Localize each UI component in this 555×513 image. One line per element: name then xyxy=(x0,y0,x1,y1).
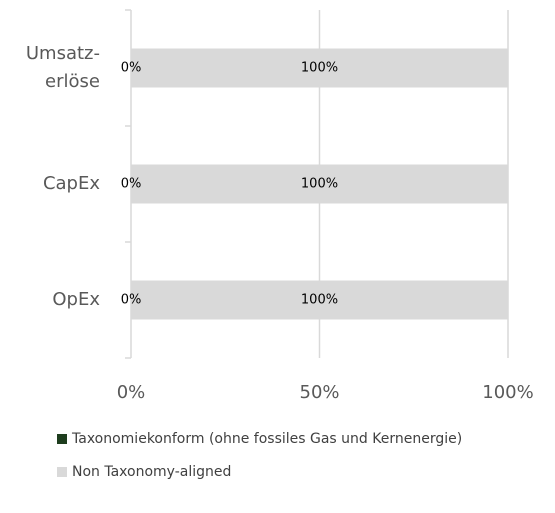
category-label: Umsatz- erlöse xyxy=(25,43,100,92)
bar-segment xyxy=(131,48,508,88)
value-label: 0% xyxy=(120,292,142,308)
x-tick-label: 0% xyxy=(116,382,146,403)
category-label: CapEx xyxy=(42,173,100,194)
x-tick-label: 50% xyxy=(299,382,340,403)
legend-swatch xyxy=(57,434,67,444)
legend-swatch xyxy=(57,467,67,477)
legend-label: Taxonomiekonform (ohne fossiles Gas und … xyxy=(72,431,463,447)
bar-segment xyxy=(131,280,508,320)
value-label: 0% xyxy=(120,176,142,192)
value-label: 100% xyxy=(300,60,339,76)
category-label: OpEx xyxy=(52,289,100,310)
bar-segment xyxy=(131,164,508,204)
x-tick-label: 100% xyxy=(482,382,534,403)
value-label: 0% xyxy=(120,60,142,76)
value-label: 100% xyxy=(300,292,339,308)
legend-label: Non Taxonomy-aligned xyxy=(72,464,232,480)
value-label: 100% xyxy=(300,176,339,192)
